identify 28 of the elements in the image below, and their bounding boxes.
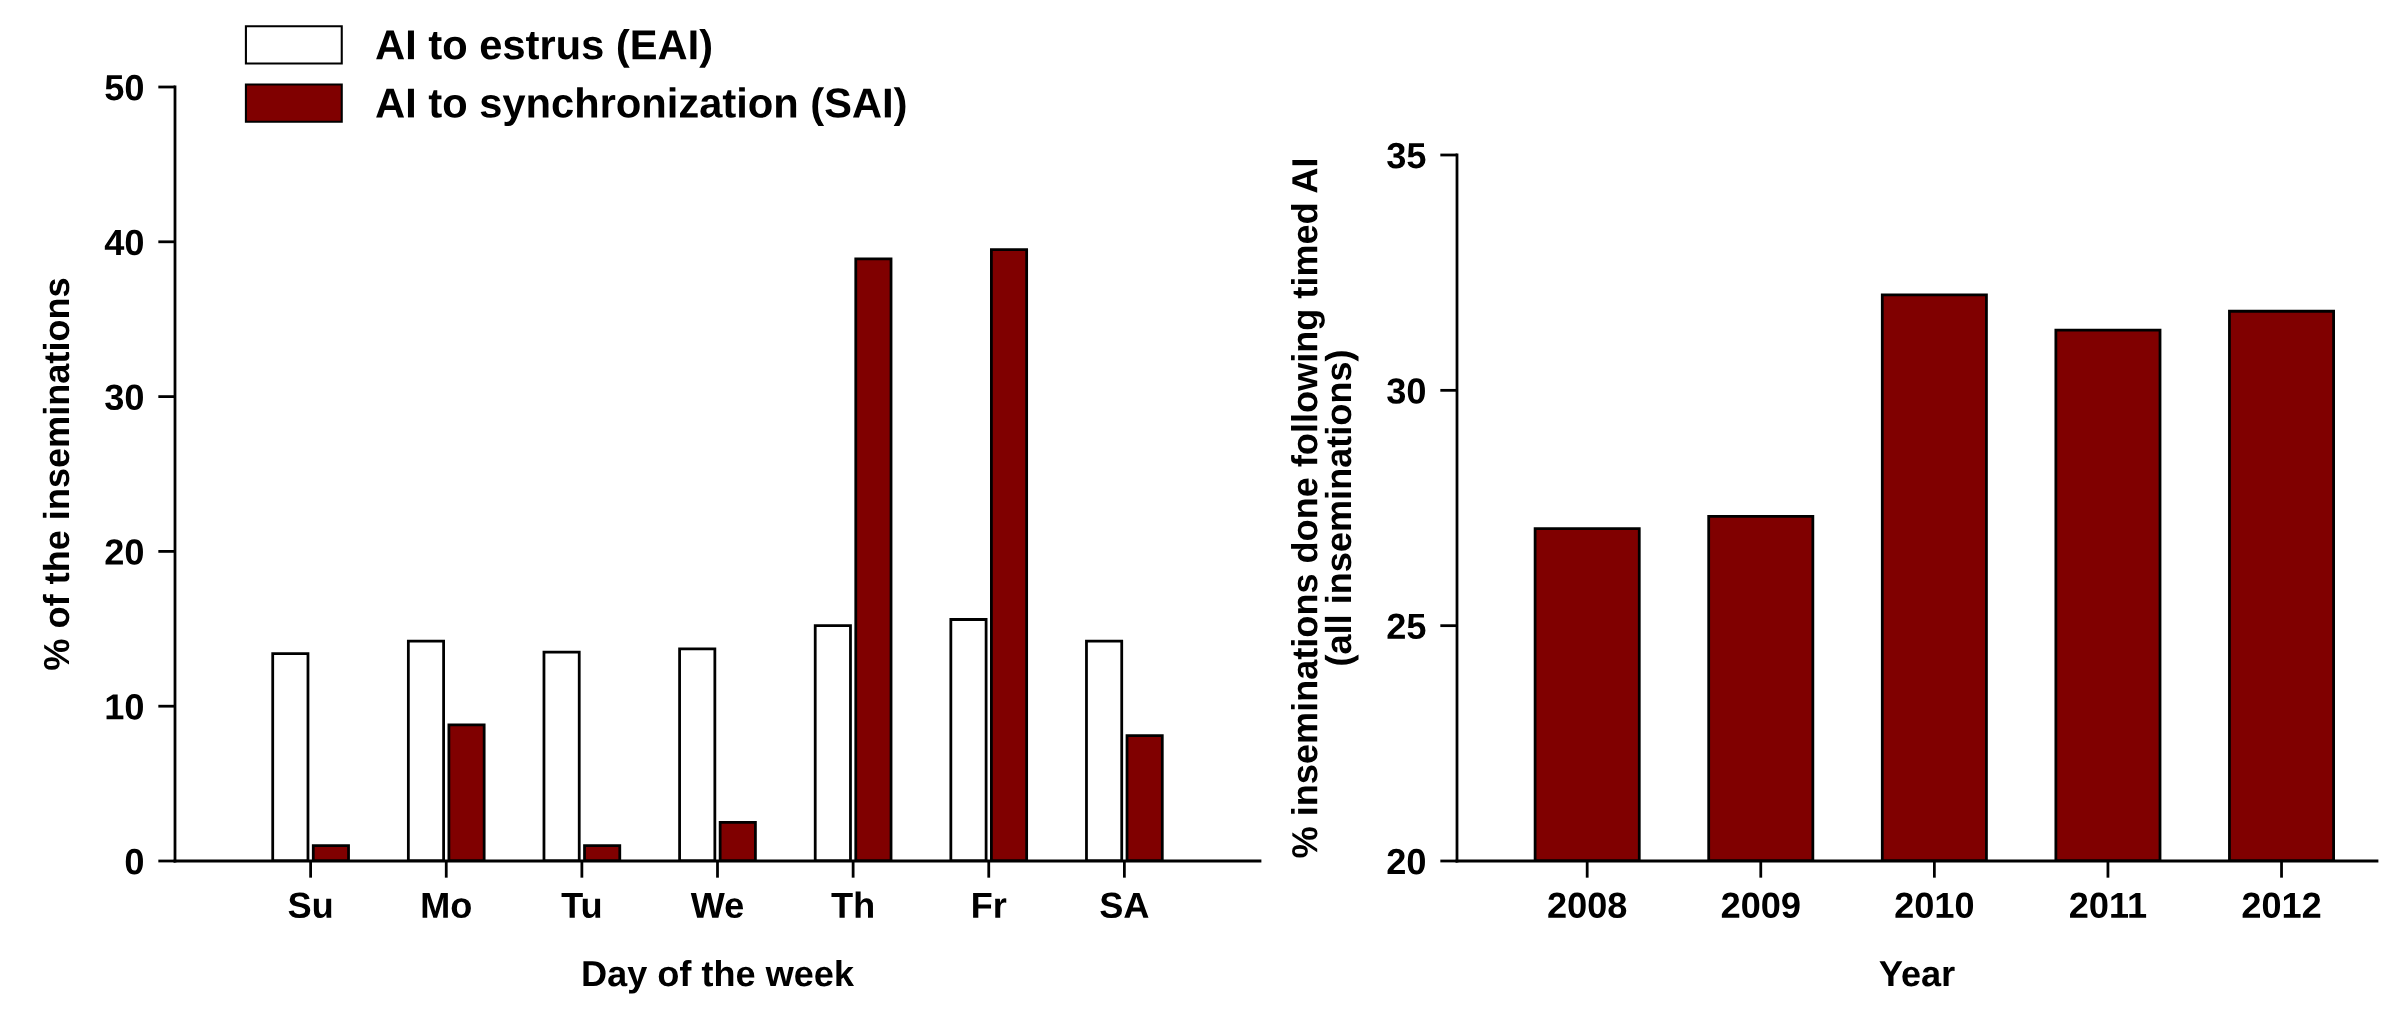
x-tick-label: Mo xyxy=(422,892,471,919)
y-tick-label: 40 xyxy=(104,229,143,256)
y-axis-title: % inseminations done following timed AI (all inseminations) xyxy=(1291,159,1359,858)
y-tick-label: 25 xyxy=(1387,613,1426,640)
x-tick-label: Fr xyxy=(973,892,1007,918)
x-tick-label: We xyxy=(690,892,744,919)
y-tick-label: 20 xyxy=(105,539,143,565)
x-tick-label: 2012 xyxy=(2242,892,2321,919)
x-tick-label: 2008 xyxy=(1548,892,1627,919)
x-tick-label: Th xyxy=(831,891,873,918)
y-tick-label: 20 xyxy=(1387,848,1425,875)
y-tick-label: 30 xyxy=(105,384,143,411)
x-tick-label: Tu xyxy=(561,892,601,919)
x-tick-label: SA xyxy=(1100,892,1149,919)
legend-label: AI to estrus (EAI) xyxy=(376,28,711,68)
y-tick-label: 50 xyxy=(105,74,143,101)
y-tick-label: 35 xyxy=(1387,142,1426,169)
y-axis-title: % of the inseminations xyxy=(42,278,70,670)
y-tick-label: 30 xyxy=(1387,378,1425,404)
x-tick-label: 2009 xyxy=(1721,892,1800,919)
y-tick-label: 10 xyxy=(106,694,143,720)
y-tick-label: 0 xyxy=(125,848,143,875)
x-axis-title: Year xyxy=(1879,961,1955,987)
x-tick-label: Su xyxy=(288,892,332,919)
x-tick-label: 2011 xyxy=(2070,892,2147,919)
x-axis-title: Day of the week xyxy=(583,959,855,994)
x-tick-label: 2010 xyxy=(1895,892,1974,919)
legend-label: AI to synchronization (SAI) xyxy=(376,87,906,127)
